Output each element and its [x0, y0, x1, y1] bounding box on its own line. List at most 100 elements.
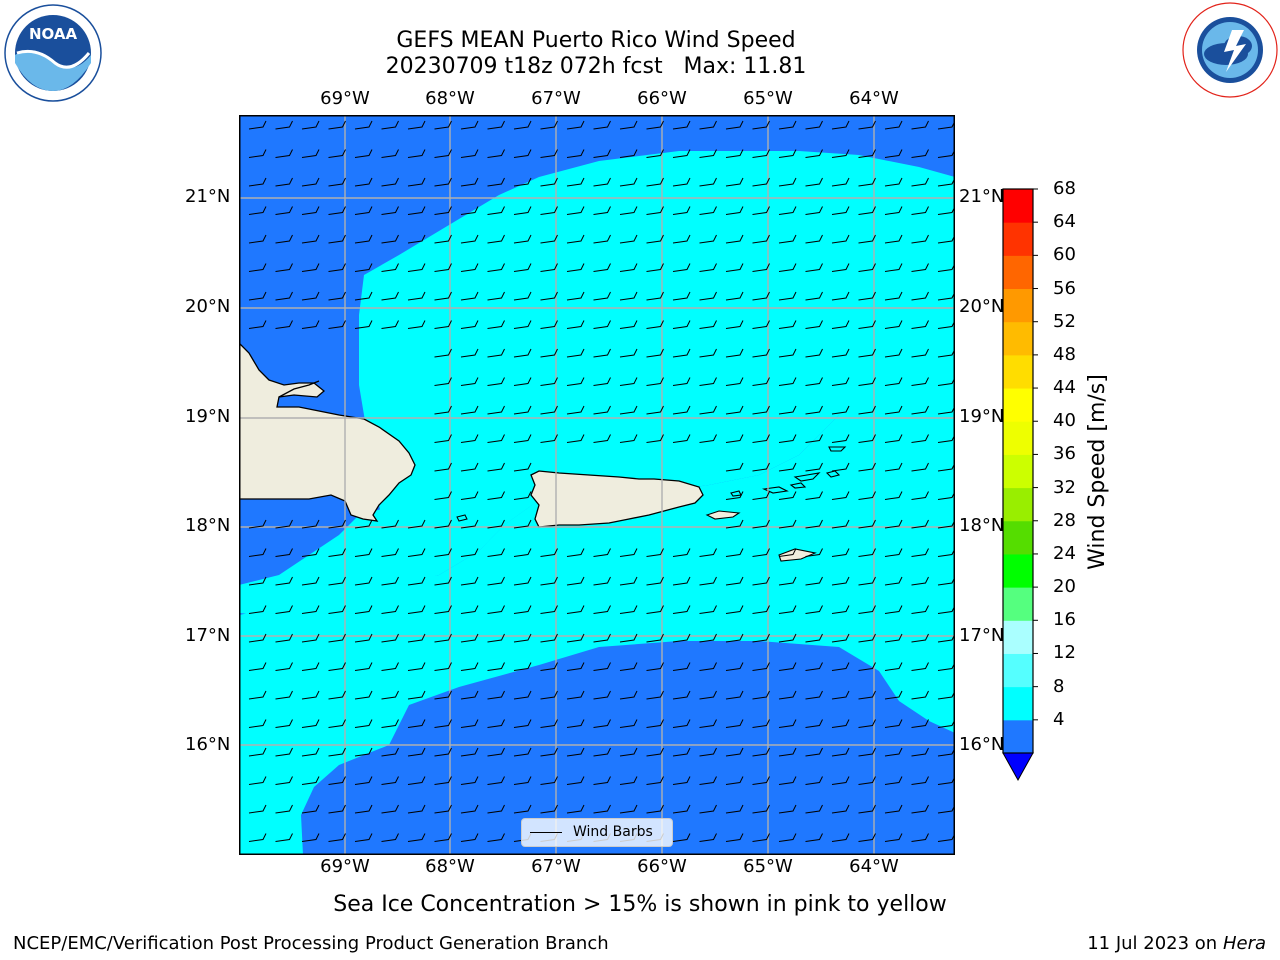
- wind-barb: [778, 462, 797, 472]
- wind-barb: [487, 120, 505, 130]
- wind-barb: [301, 177, 320, 187]
- wind-barb: [460, 206, 479, 215]
- wind-barb: [699, 320, 717, 329]
- wind-barb: [646, 548, 664, 557]
- wind-barb: [778, 605, 797, 614]
- colorbar-title: Wind Speed [m/s]: [1085, 374, 1110, 570]
- wind-barb: [619, 263, 638, 272]
- wind-barb: [301, 776, 320, 785]
- wind-barb: [248, 263, 267, 272]
- wind-barb: [831, 576, 850, 586]
- wind-barb: [593, 149, 611, 158]
- wind-barb: [911, 662, 929, 671]
- wind-barb: [381, 234, 399, 244]
- wind-barb: [646, 377, 664, 386]
- wind-barb: [460, 690, 479, 700]
- wind-barb: [911, 519, 929, 529]
- wind-barb: [699, 234, 717, 244]
- wind-barb: [540, 377, 558, 386]
- wind-barb: [778, 149, 797, 158]
- wind-barb: [831, 804, 850, 814]
- lon-label-bottom-65w: 65°W: [743, 856, 793, 877]
- wind-barb: [858, 633, 876, 643]
- wind-barb: [725, 234, 744, 244]
- wind-barb: [725, 462, 744, 472]
- wind-barb: [275, 234, 293, 244]
- wind-barb: [699, 633, 717, 643]
- wind-barb: [699, 206, 717, 215]
- wind-barb: [858, 576, 876, 586]
- wind-barb: [619, 804, 638, 814]
- wind-barb: [672, 662, 691, 671]
- wind-barb: [275, 662, 293, 671]
- wind-barb: [540, 320, 558, 329]
- wind-barb: [725, 690, 744, 700]
- wind-barb: [434, 690, 452, 700]
- wind-barb: [460, 149, 479, 158]
- wind-barb: [301, 120, 320, 130]
- wind-barb: [911, 719, 929, 728]
- wind-barb: [752, 576, 770, 586]
- wind-barb: [328, 120, 346, 130]
- wind-barb: [566, 548, 585, 557]
- wind-barb: [778, 576, 797, 586]
- wind-barb: [513, 263, 532, 272]
- colorbar-tick-label: 36: [1053, 443, 1076, 465]
- lat-label-left-17n: 17°N: [185, 625, 231, 646]
- wind-barb: [884, 747, 903, 757]
- wind-barb: [805, 120, 823, 130]
- wind-barb: [487, 234, 505, 244]
- wind-barb: [672, 149, 691, 158]
- wind-barb: [328, 747, 346, 757]
- field-8-12-upper: [359, 151, 955, 585]
- wind-barb: [275, 633, 293, 643]
- wind-barb: [354, 320, 373, 329]
- wind-barb: [752, 177, 770, 187]
- wind-barb: [778, 662, 797, 671]
- wind-barb: [884, 234, 903, 244]
- wind-barb: [805, 804, 823, 814]
- lon-label-top-65w: 65°W: [743, 88, 793, 109]
- wind-barb: [540, 690, 558, 700]
- wind-barb: [831, 719, 850, 728]
- legend-label: Wind Barbs: [573, 824, 653, 840]
- wind-barb: [699, 548, 717, 557]
- wind-barb: [434, 719, 452, 728]
- wind-barb: [699, 662, 717, 671]
- wind-barb: [381, 548, 399, 557]
- wind-barb: [381, 291, 399, 301]
- wind-barb: [513, 120, 532, 130]
- wind-barb: [460, 462, 479, 472]
- wind-barb: [884, 434, 903, 443]
- wind-barb: [752, 548, 770, 557]
- wind-barb: [407, 206, 426, 215]
- wind-barb: [487, 633, 505, 643]
- wind-barb: [699, 804, 717, 814]
- wind-barb: [460, 605, 479, 614]
- wind-barb: [778, 263, 797, 272]
- wind-barb: [646, 633, 664, 643]
- wind-barb: [725, 548, 744, 557]
- wind-barb: [513, 234, 532, 244]
- wind-barb: [646, 605, 664, 614]
- wind-barb: [858, 491, 876, 500]
- wind-barb: [407, 177, 426, 187]
- colorbar-segment: [1003, 719, 1033, 754]
- wind-barb: [911, 120, 929, 130]
- wind-barb: [831, 462, 850, 472]
- wind-barb: [301, 633, 320, 643]
- wind-barb: [778, 234, 797, 244]
- wind-barb: [884, 690, 903, 700]
- wind-barb: [619, 633, 638, 643]
- wind-barb: [619, 120, 638, 130]
- wind-barb: [381, 690, 399, 700]
- wind-barb: [593, 633, 611, 643]
- wind-barb: [434, 462, 452, 472]
- wind-barb: [460, 662, 479, 671]
- wind-barb: [778, 519, 797, 529]
- wind-barb: [354, 776, 373, 785]
- wind-barb: [672, 263, 691, 272]
- wind-barb: [646, 206, 664, 215]
- wind-barb: [858, 405, 876, 415]
